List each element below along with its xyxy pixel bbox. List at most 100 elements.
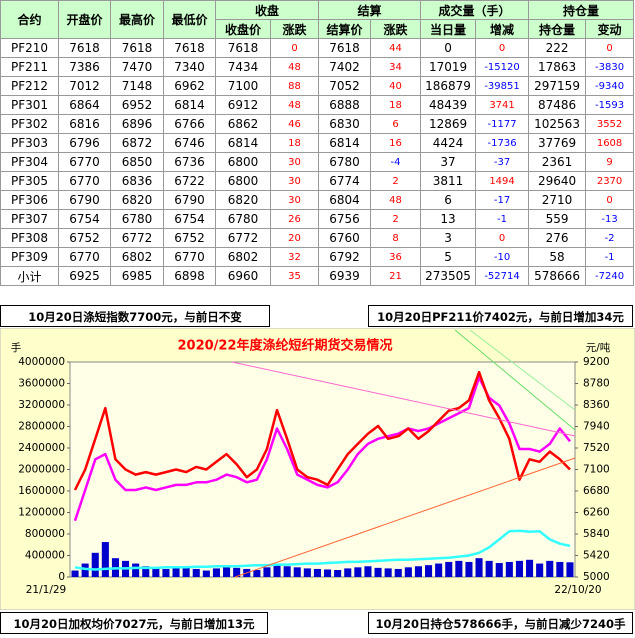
bar — [283, 566, 291, 577]
table-cell: 6802 — [215, 247, 271, 267]
table-cell: 12869 — [420, 114, 477, 134]
table-cell: 0 — [585, 190, 635, 210]
chart: 2020/22年度涤纶短纤期货交易情况 手 元/吨 0 400000 800000 1… — [0, 328, 635, 610]
bar — [364, 566, 372, 577]
y2-tick-label: 5000 — [583, 571, 610, 583]
table-cell: 6792 — [318, 247, 372, 267]
bar — [172, 566, 180, 577]
bar — [152, 567, 160, 577]
table-cell: 48 — [269, 95, 320, 115]
table-cell: 6746 — [163, 133, 216, 153]
table-cell: 2361 — [528, 152, 587, 172]
table-row: PF307 6754 6780 6754 6780 26 6756 2 13 -1 559 -13 — [0, 209, 635, 229]
banner: 10月20日PF211价7402元，与前日增加34元 — [368, 305, 633, 327]
table-cell: 6830 — [318, 114, 372, 134]
table-cell: 7340 — [163, 57, 216, 77]
trend-line — [231, 361, 576, 437]
y-tick-label: 1200000 — [18, 507, 65, 519]
table-row: 小计 6925 6985 6898 6960 35 6939 21 273505 -52714 57… — [0, 266, 635, 286]
group-header: 成交量（手） — [420, 0, 530, 20]
table-cell: 6722 — [163, 171, 216, 191]
table-cell: 7618 — [110, 38, 164, 58]
table-cell: 6 — [420, 190, 477, 210]
table-cell: 7100 — [215, 76, 271, 96]
table-row: PF211 7386 7470 7340 7434 48 7402 34 17019 -15120… — [0, 57, 635, 77]
table-cell: 3552 — [585, 114, 635, 134]
table-cell: 6814 — [163, 95, 216, 115]
header-row: 合约 开盘价 最高价 最低价 收盘 结算 成交量（手） 持仓量 — [0, 0, 635, 39]
table-cell: 6804 — [318, 190, 372, 210]
bar — [354, 567, 362, 577]
table-cell: 29640 — [528, 171, 587, 191]
y-axis-label: 手 — [11, 341, 22, 354]
table-cell: PF211 — [0, 57, 59, 77]
table-cell: PF304 — [0, 152, 59, 172]
bar — [263, 567, 271, 577]
y-tick-label: 1600000 — [18, 485, 65, 497]
table-cell: 40 — [370, 76, 422, 96]
column-header: 增减 — [475, 19, 530, 39]
table-cell: PF212 — [0, 76, 59, 96]
table-row: PF308 6752 6772 6752 6772 20 6760 8 3 0 276 -2 — [0, 228, 635, 248]
table-cell: 6780 — [318, 152, 372, 172]
table-cell: 6770 — [163, 247, 216, 267]
y-tick-label: 2000000 — [18, 464, 65, 476]
table-cell: 7618 — [318, 38, 372, 58]
table-cell: 30 — [269, 171, 320, 191]
table-cell: -1177 — [475, 114, 530, 134]
table-cell: 6756 — [318, 209, 372, 229]
table-cell: -15120 — [475, 57, 530, 77]
bar — [536, 563, 544, 577]
table-cell: 17863 — [528, 57, 587, 77]
table-cell: 6770 — [58, 171, 111, 191]
bar — [404, 567, 412, 577]
table-cell: 6802 — [110, 247, 164, 267]
table-cell: 21 — [370, 266, 422, 286]
table-cell: 6820 — [110, 190, 164, 210]
table-cell: -17 — [475, 190, 530, 210]
table-cell: 6814 — [215, 133, 271, 153]
column-header: 变动 — [585, 19, 635, 39]
table-cell: 559 — [528, 209, 587, 229]
banner: 10月20日持仓578666手，与前日减少7240手 — [368, 612, 633, 634]
table-cell: 6864 — [58, 95, 111, 115]
table-cell: PF302 — [0, 114, 59, 134]
trend-line — [469, 329, 576, 411]
table-cell: 6770 — [58, 152, 111, 172]
table-cell: 34 — [370, 57, 422, 77]
bar — [91, 552, 99, 577]
table-cell: 16 — [370, 133, 422, 153]
table-cell: 578666 — [528, 266, 587, 286]
table-row: PF306 6790 6820 6790 6820 30 6804 48 6 -17 2710 0 — [0, 190, 635, 210]
table-cell: 2710 — [528, 190, 587, 210]
y2-tick-label: 9200 — [583, 356, 610, 368]
bar — [445, 561, 453, 577]
table-cell: 6816 — [58, 114, 111, 134]
y2-tick-label: 8780 — [583, 378, 610, 390]
bar — [505, 561, 513, 577]
table-row: PF304 6770 6850 6736 6800 30 6780 -4 37 -37 2361 9 — [0, 152, 635, 172]
y-tick-label: 0 — [58, 571, 65, 583]
x-tick-label: 21/1/29 — [26, 584, 66, 596]
table-cell: 18 — [370, 95, 422, 115]
bar — [344, 568, 352, 577]
table-cell: 7618 — [215, 38, 271, 58]
bar — [465, 561, 473, 577]
y-tick-label: 2800000 — [18, 421, 65, 433]
trend-line — [454, 329, 576, 431]
x-tick-label: 22/10/20 — [554, 584, 601, 596]
table-cell: 37769 — [528, 133, 587, 153]
table-cell: 6754 — [58, 209, 111, 229]
column-header: 涨跌 — [370, 19, 422, 39]
table-cell: -2 — [585, 228, 635, 248]
table-cell: 8 — [370, 228, 422, 248]
table-cell: 6925 — [58, 266, 111, 286]
table-cell: 6898 — [163, 266, 216, 286]
table-cell: 6939 — [318, 266, 372, 286]
table-cell: 1494 — [475, 171, 530, 191]
table-cell: 7148 — [110, 76, 164, 96]
bar — [374, 567, 382, 577]
y2-tick-label: 8360 — [583, 399, 610, 411]
table-row: PF212 7012 7148 6962 7100 88 7052 40 186879 -3985… — [0, 76, 635, 96]
